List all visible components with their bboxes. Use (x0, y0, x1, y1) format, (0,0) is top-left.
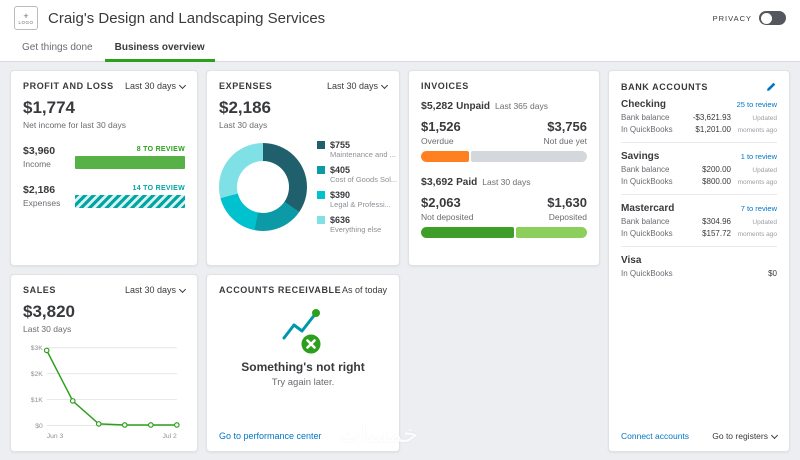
legend-swatch (317, 216, 325, 224)
bank-account-visa[interactable]: Visa In QuickBooks $0 (621, 255, 777, 278)
checking-review-link[interactable]: 25 to review (736, 100, 777, 109)
tab-business-overview[interactable]: Business overview (104, 36, 215, 62)
expenses-card: EXPENSES Last 30 days $2,186 Last 30 day… (206, 70, 400, 266)
dashboard-grid: PROFIT AND LOSS Last 30 days $1,774 Net … (0, 62, 800, 460)
not-deposited-amount: $2,063 Not deposited (421, 195, 474, 222)
invoices-title: INVOICES (421, 81, 469, 91)
expenses-value: $2,186 (23, 184, 56, 196)
sales-total: $3,820 (23, 302, 75, 321)
chevron-down-icon (770, 431, 779, 439)
svg-text:Jun 3: Jun 3 (47, 433, 64, 440)
savings-review-link[interactable]: 1 to review (740, 152, 777, 161)
bank-accounts-title: BANK ACCOUNTS (621, 81, 708, 92)
tab-get-things-done[interactable]: Get things done (22, 42, 93, 53)
legend-swatch (317, 191, 325, 199)
tab-bar: Get things done Business overview (0, 36, 800, 62)
logo-label: LOGO (18, 19, 34, 25)
legend-item[interactable]: $755 Maintenance and ... (317, 140, 396, 159)
page-title: Craig's Design and Landscaping Services (48, 9, 326, 27)
error-message: Try again later. (271, 377, 335, 388)
invoices-card: INVOICES $5,282 Unpaid Last 365 days $1,52… (408, 70, 600, 266)
divider (621, 194, 777, 195)
chevron-down-icon (380, 81, 389, 89)
as-of-today-label: As of today (341, 285, 387, 295)
net-income-label: Net income for last 30 days (23, 120, 126, 130)
expenses-label: Expenses (23, 198, 61, 208)
svg-text:$0: $0 (35, 423, 43, 430)
income-review-link[interactable]: 8 TO REVIEW (136, 146, 185, 153)
expenses-review-link[interactable]: 14 TO REVIEW (132, 185, 185, 192)
privacy-label: PRIVACY (712, 13, 752, 23)
deposited-segment[interactable] (515, 227, 587, 238)
not-due-segment[interactable] (471, 151, 587, 162)
overdue-amount: $1,526 Overdue (421, 119, 461, 146)
chevron-down-icon (178, 81, 187, 89)
logo-plus-icon: + (23, 10, 29, 21)
expenses-row[interactable]: $2,186 Expenses 14 TO REVIEW (23, 184, 185, 208)
profit-loss-title: PROFIT AND LOSS (23, 81, 114, 91)
not-due-amount: $3,756 Not due yet (543, 119, 587, 146)
legend-swatch (317, 141, 325, 149)
header: + LOGO Craig's Design and Landscaping Se… (0, 0, 800, 36)
sales-title: SALES (23, 285, 57, 295)
connect-accounts-link[interactable]: Connect accounts (621, 431, 690, 441)
bank-account-savings[interactable]: Savings 1 to review Bank balance $200.00 U… (621, 151, 777, 186)
bank-account-checking[interactable]: Checking 25 to review Bank balance -$3,62… (621, 99, 777, 134)
svg-text:$2K: $2K (31, 371, 44, 378)
net-income-value: $1,774 (23, 98, 75, 117)
divider (621, 246, 777, 247)
profit-and-loss-card: PROFIT AND LOSS Last 30 days $1,774 Net … (10, 70, 198, 266)
bank-account-mastercard[interactable]: Mastercard 7 to review Bank balance $304.… (621, 203, 777, 238)
divider (621, 142, 777, 143)
expenses-legend: $755 Maintenance and ... $405 Cost of Good… (317, 140, 397, 234)
expenses-period-dropdown[interactable]: Last 30 days (327, 81, 389, 91)
expenses-donut-chart[interactable] (219, 143, 307, 231)
svg-text:$1K: $1K (31, 397, 44, 404)
sales-line-chart[interactable]: $0 $1K $2K $3K Jun 3 Jul 2 (23, 340, 185, 441)
paid-summary: $3,692 Paid Last 30 days (421, 176, 531, 188)
svg-text:Jul 2: Jul 2 (163, 433, 178, 440)
not-deposited-segment[interactable] (421, 227, 514, 238)
income-value: $3,960 (23, 145, 56, 157)
paid-invoices-bar[interactable] (421, 227, 587, 238)
edit-pencil-icon[interactable] (766, 81, 777, 92)
profit-loss-period-dropdown[interactable]: Last 30 days (125, 81, 187, 91)
legend-item[interactable]: $405 Cost of Goods Sol... (317, 165, 397, 184)
performance-center-link[interactable]: Go to performance center (219, 431, 322, 441)
go-to-registers-dropdown[interactable]: Go to registers (712, 431, 779, 441)
deposited-amount: $1,630 Deposited (547, 195, 587, 222)
expenses-total: $2,186 (219, 98, 271, 117)
sales-total-label: Last 30 days (23, 324, 72, 334)
privacy-toggle[interactable] (759, 11, 786, 25)
donut-hole (237, 161, 289, 213)
ar-error-chart-icon (282, 309, 323, 356)
sales-period-dropdown[interactable]: Last 30 days (125, 285, 187, 295)
chevron-down-icon (178, 285, 187, 293)
accounts-receivable-card: ACCOUNTS RECEIVABLE As of today Somethin… (206, 274, 400, 452)
accounts-receivable-title: ACCOUNTS RECEIVABLE (219, 285, 342, 295)
income-row[interactable]: $3,960 Income 8 TO REVIEW (23, 145, 185, 169)
overdue-segment[interactable] (421, 151, 470, 162)
sales-card: SALES Last 30 days $3,820 Last 30 days $… (10, 274, 198, 452)
privacy-control: PRIVACY (713, 11, 786, 25)
unpaid-summary: $5,282 Unpaid Last 365 days (421, 100, 548, 112)
error-title: Something's not right (241, 360, 365, 374)
income-bar[interactable] (75, 156, 185, 169)
expenses-bar[interactable] (75, 195, 185, 208)
mastercard-review-link[interactable]: 7 to review (740, 204, 777, 213)
expenses-title: EXPENSES (219, 81, 273, 91)
legend-swatch (317, 166, 325, 174)
legend-item[interactable]: $390 Legal & Professi... (317, 190, 391, 209)
toggle-knob-icon (760, 12, 772, 24)
bank-accounts-card: BANK ACCOUNTS Checking 25 to review Bank… (608, 70, 790, 452)
svg-text:$3K: $3K (31, 345, 44, 352)
income-label: Income (23, 159, 51, 169)
legend-item[interactable]: $636 Everything else (317, 215, 387, 234)
expenses-total-label: Last 30 days (219, 120, 268, 130)
unpaid-invoices-bar[interactable] (421, 151, 587, 162)
company-logo[interactable]: + LOGO (14, 6, 38, 30)
